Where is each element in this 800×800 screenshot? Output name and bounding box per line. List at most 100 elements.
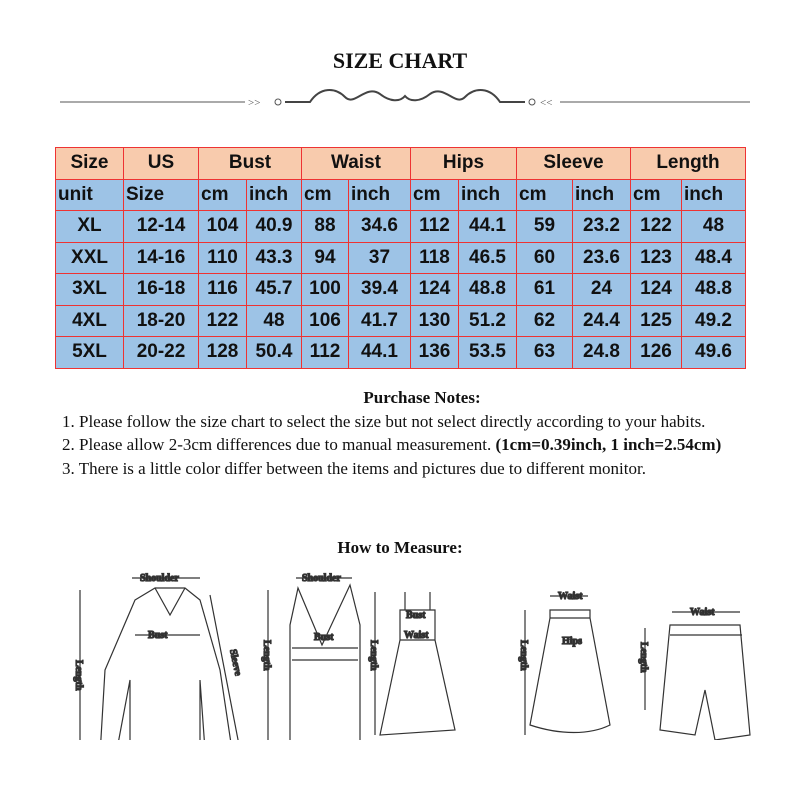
header-row: Size US Bust Waist Hips Sleeve Length (55, 147, 746, 180)
table-cell: 40.9 (246, 210, 302, 243)
table-cell: 48 (681, 210, 746, 243)
header-cell: Size (55, 147, 124, 180)
unit-cell: inch (681, 178, 746, 211)
how-to-measure-title: How to Measure: (337, 538, 463, 557)
table-row: 3XL 16-18 116 45.7 100 39.4 124 48.8 61 24 124 48.8 (55, 273, 746, 306)
table-cell: 100 (301, 273, 349, 306)
table-cell: 16-18 (123, 273, 199, 306)
header-cell: Bust (198, 147, 302, 180)
label-shoulder-2: Shoulder (302, 573, 341, 584)
table-cell: 124 (630, 273, 682, 306)
note-2-text: 2. Please allow 2-3cm differences due to… (62, 435, 496, 454)
table-cell: 37 (348, 241, 411, 274)
unit-row: unit Size cm inch cm inch cm inch cm inch cm inch (55, 178, 746, 211)
table-cell: 63 (516, 336, 573, 369)
table-cell: 48 (246, 304, 302, 337)
svg-text:>>: >> (248, 97, 260, 109)
table-cell: 43.3 (246, 241, 302, 274)
table-cell: 4XL (55, 304, 124, 337)
table-cell: 46.5 (458, 241, 517, 274)
page-title: SIZE CHART (332, 48, 468, 73)
table-cell: 49.2 (681, 304, 746, 337)
table-cell: 23.6 (572, 241, 631, 274)
svg-text:<<: << (540, 97, 552, 109)
header-cell: Length (630, 147, 746, 180)
unit-cell: inch (458, 178, 517, 211)
table-cell: 14-16 (123, 241, 199, 274)
table-cell: 45.7 (246, 273, 302, 306)
unit-cell: inch (348, 178, 411, 211)
label-hips: Hips (562, 636, 582, 647)
table-cell: 125 (630, 304, 682, 337)
label-length-2: Length (261, 640, 272, 671)
label-waist-3: Waist (404, 630, 429, 641)
label-length-5: Length (638, 642, 649, 673)
unit-cell: inch (246, 178, 302, 211)
table-row: XXL 14-16 110 43.3 94 37 118 46.5 60 23.6 123 48.4 (55, 241, 746, 274)
table-cell: 24.8 (572, 336, 631, 369)
table-cell: 50.4 (246, 336, 302, 369)
purchase-notes: Purchase Notes: 1. Please follow the siz… (62, 386, 782, 480)
table-cell: 24 (572, 273, 631, 306)
table-cell: 48.8 (458, 273, 517, 306)
note-2: 2. Please allow 2-3cm differences due to… (62, 433, 782, 457)
label-shoulder: Shoulder (140, 573, 179, 584)
table-cell: 23.2 (572, 210, 631, 243)
unit-cell: cm (516, 178, 573, 211)
unit-cell: cm (630, 178, 682, 211)
label-length: Length (73, 660, 84, 691)
label-bust-2: Bust (314, 632, 334, 643)
notes-title: Purchase Notes: (363, 388, 481, 407)
table-cell: 44.1 (458, 210, 517, 243)
table-cell: 122 (630, 210, 682, 243)
table-cell: 110 (198, 241, 247, 274)
conversion-note: (1cm=0.39inch, 1 inch=2.54cm) (495, 435, 722, 454)
table-cell: 12-14 (123, 210, 199, 243)
table-cell: 53.5 (458, 336, 517, 369)
table-cell: 51.2 (458, 304, 517, 337)
table-row: XL 12-14 104 40.9 88 34.6 112 44.1 59 23.2 122 48 (55, 210, 746, 243)
table-cell: 59 (516, 210, 573, 243)
measurement-illustrations: Shoulder Bust Length Sleeve Shoulder Bus… (72, 572, 751, 740)
dress-illustration: Bust Waist Length (367, 592, 456, 736)
table-cell: XXL (55, 241, 124, 274)
table-cell: 88 (301, 210, 349, 243)
table-cell: 44.1 (348, 336, 411, 369)
table-row: 4XL 18-20 122 48 106 41.7 130 51.2 62 24.4 125 49.2 (55, 304, 746, 337)
table-cell: 60 (516, 241, 573, 274)
skirt-illustration: Waist Hips Length (517, 590, 611, 735)
size-table: Size US Bust Waist Hips Sleeve Length unit Size c… (55, 147, 746, 369)
table-cell: 48.8 (681, 273, 746, 306)
shirt-illustration: Shoulder Bust Length Sleeve (72, 572, 244, 740)
table-cell: 104 (198, 210, 247, 243)
table-cell: 20-22 (123, 336, 199, 369)
table-cell: 18-20 (123, 304, 199, 337)
table-cell: 49.6 (681, 336, 746, 369)
header-cell: Hips (410, 147, 517, 180)
label-length-3: Length (368, 640, 379, 671)
unit-cell: cm (410, 178, 459, 211)
label-bust-3: Bust (406, 610, 426, 621)
unit-cell: cm (198, 178, 247, 211)
label-length-4: Length (518, 640, 529, 671)
table-cell: 116 (198, 273, 247, 306)
table-row: 5XL 20-22 128 50.4 112 44.1 136 53.5 63 24.8 126 49… (55, 336, 746, 369)
table-cell: 124 (410, 273, 459, 306)
table-cell: 34.6 (348, 210, 411, 243)
table-cell: 130 (410, 304, 459, 337)
table-cell: 94 (301, 241, 349, 274)
unit-cell: unit (55, 178, 124, 211)
label-waist-5: Waist (690, 607, 715, 618)
note-1: 1. Please follow the size chart to selec… (62, 411, 706, 431)
table-cell: 5XL (55, 336, 124, 369)
unit-cell: inch (572, 178, 631, 211)
label-bust: Bust (148, 630, 168, 641)
table-cell: 126 (630, 336, 682, 369)
table-cell: 122 (198, 304, 247, 337)
unit-cell: Size (123, 178, 199, 211)
table-cell: 62 (516, 304, 573, 337)
table-cell: 112 (301, 336, 349, 369)
unit-cell: cm (301, 178, 349, 211)
table-cell: 118 (410, 241, 459, 274)
